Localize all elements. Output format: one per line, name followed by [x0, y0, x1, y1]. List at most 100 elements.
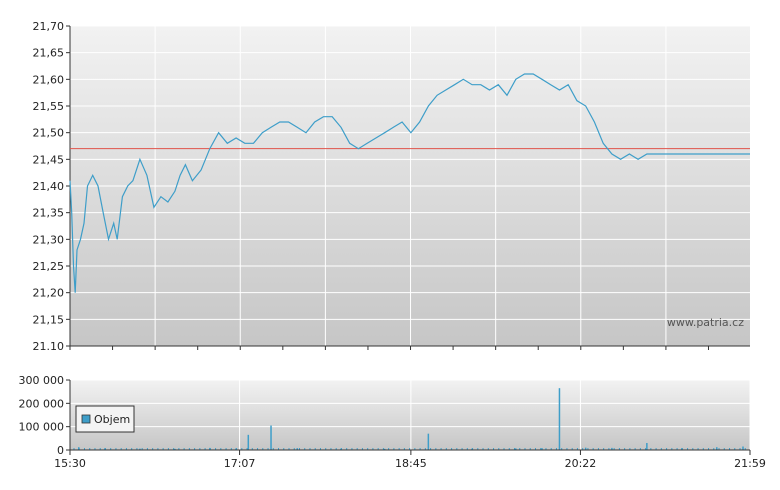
- volume-bar-small: [729, 448, 731, 450]
- volume-bar-small: [498, 448, 500, 450]
- volume-bar-small: [283, 448, 285, 450]
- price-y-tick-label: 21,40: [33, 180, 65, 193]
- volume-bar-small: [597, 448, 599, 450]
- volume-bar-small: [708, 448, 710, 450]
- volume-bar-small: [671, 448, 673, 450]
- legend-swatch: [81, 414, 91, 424]
- volume-bar: [383, 448, 386, 450]
- volume-bar-small: [78, 448, 80, 450]
- price-y-tick-label: 21,20: [33, 287, 65, 300]
- volume-bar-small: [361, 448, 363, 450]
- price-y-tick-label: 21,70: [33, 20, 65, 33]
- volume-bar-small: [629, 448, 631, 450]
- volume-bar-small: [582, 448, 584, 450]
- volume-bar-small: [89, 448, 91, 450]
- volume-bar-small: [608, 448, 610, 450]
- volume-bar-small: [356, 448, 358, 450]
- volume-bar-small: [540, 448, 542, 450]
- volume-bar-small: [372, 448, 374, 450]
- volume-bar-small: [377, 448, 379, 450]
- volume-bar-small: [346, 448, 348, 450]
- volume-bar-small: [157, 448, 159, 450]
- volume-bar-small: [655, 448, 657, 450]
- volume-bar-small: [278, 448, 280, 450]
- volume-y-tick-label: 0: [57, 444, 64, 457]
- volume-bar-small: [493, 448, 495, 450]
- volume-bar-small: [257, 448, 259, 450]
- price-y-tick-label: 21,15: [33, 313, 65, 326]
- volume-bar-small: [430, 448, 432, 450]
- volume-bar-small: [146, 448, 148, 450]
- price-y-tick-label: 21,50: [33, 127, 65, 140]
- volume-bar-small: [230, 448, 232, 450]
- volume-bar-small: [451, 448, 453, 450]
- volume-bar-small: [251, 448, 253, 450]
- price-x-ticks: [69, 346, 709, 350]
- volume-bar-small: [267, 448, 269, 450]
- volume-bar: [716, 447, 718, 450]
- volume-bar-small: [398, 448, 400, 450]
- volume-bar-small: [104, 448, 106, 450]
- volume-bar-small: [660, 448, 662, 450]
- volume-bar-small: [718, 448, 720, 450]
- volume-bar-small: [215, 448, 217, 450]
- volume-bar-small: [204, 448, 206, 450]
- volume-bar: [541, 448, 543, 450]
- volume-bar-small: [687, 448, 689, 450]
- volume-plot-background: [70, 380, 750, 450]
- volume-bar-small: [624, 448, 626, 450]
- volume-bar-small: [545, 448, 547, 450]
- price-series-line: [69, 73, 750, 293]
- volume-y-tick-label: 200 000: [19, 397, 65, 410]
- volume-bar-small: [288, 448, 290, 450]
- watermark-text: www.patria.cz: [667, 316, 744, 329]
- volume-bar-small: [645, 448, 647, 450]
- volume-bar-small: [393, 448, 395, 450]
- volume-bar-small: [529, 448, 531, 450]
- volume-bar-small: [241, 448, 243, 450]
- volume-bar-small: [403, 448, 405, 450]
- volume-bar-small: [555, 448, 557, 450]
- volume-bar-small: [466, 448, 468, 450]
- volume-bar-small: [319, 448, 321, 450]
- volume-bar-small: [692, 448, 694, 450]
- volume-bar-small: [136, 448, 138, 450]
- volume-bar-small: [388, 448, 390, 450]
- volume-bar-small: [697, 448, 699, 450]
- volume-bar-small: [351, 448, 353, 450]
- volume-bar-small: [110, 448, 112, 450]
- volume-bar-small: [115, 448, 117, 450]
- volume-bar-small: [550, 448, 552, 450]
- volume-bar-small: [314, 448, 316, 450]
- volume-bar-small: [414, 448, 416, 450]
- x-tick-label: 21:59: [734, 457, 766, 470]
- volume-bar-small: [262, 448, 264, 450]
- volume-bar: [646, 443, 648, 450]
- x-tick-label: 20:22: [565, 457, 597, 470]
- volume-bar-small: [576, 448, 578, 450]
- volume-bar: [515, 448, 517, 450]
- volume-bar-small: [456, 448, 458, 450]
- volume-bar-small: [514, 448, 516, 450]
- volume-bar-small: [424, 448, 426, 450]
- volume-bar: [247, 434, 250, 450]
- volume-bar-small: [419, 448, 421, 450]
- volume-bar: [296, 448, 298, 450]
- volume-bars: [73, 388, 746, 450]
- volume-bar-small: [162, 448, 164, 450]
- volume-bar-small: [676, 448, 678, 450]
- volume-bar: [174, 448, 176, 450]
- volume-bar-small: [744, 448, 746, 450]
- volume-bar-small: [409, 448, 411, 450]
- volume-bar: [427, 433, 430, 450]
- volume-bar-small: [508, 448, 510, 450]
- volume-bar-small: [650, 448, 652, 450]
- volume-bar-small: [681, 448, 683, 450]
- volume-bar-small: [603, 448, 605, 450]
- volume-bar-small: [713, 448, 715, 450]
- volume-bar-small: [666, 448, 668, 450]
- volume-bar-small: [734, 448, 736, 450]
- price-y-tick-label: 21,45: [33, 153, 65, 166]
- volume-bar: [584, 447, 587, 450]
- x-tick-label: 18:45: [395, 457, 427, 470]
